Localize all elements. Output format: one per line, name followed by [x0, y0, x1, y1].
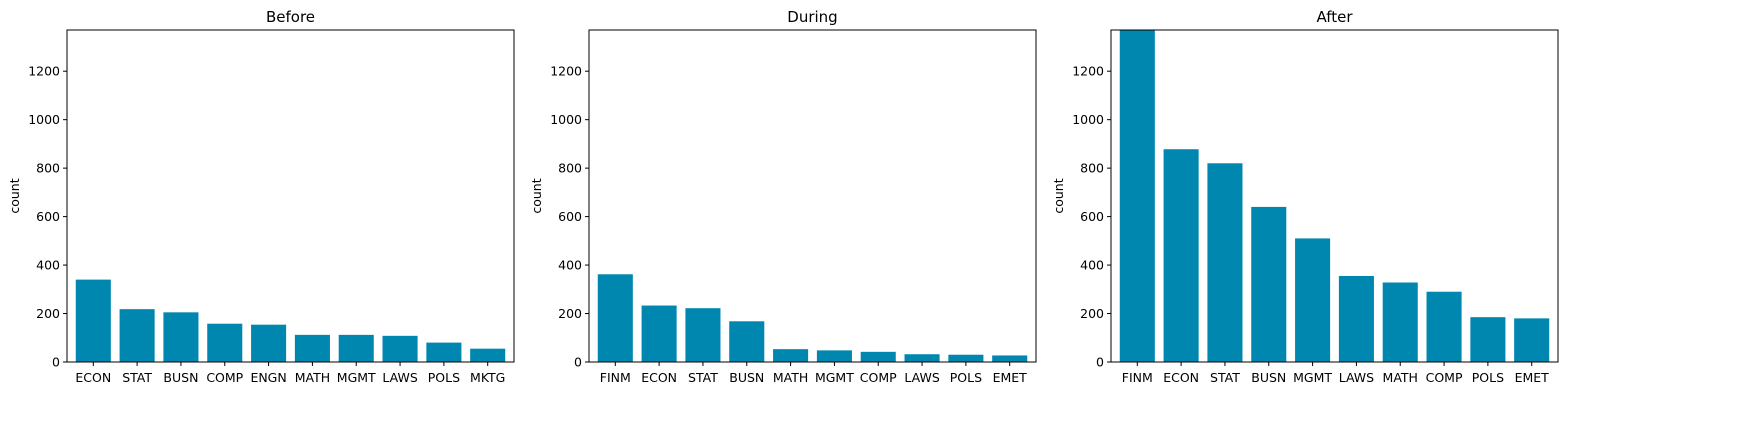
bar [1426, 291, 1462, 362]
x-tick-label: MKTG [470, 370, 505, 385]
y-tick-label: 1200 [28, 64, 60, 79]
y-tick-label: 1200 [1072, 64, 1104, 79]
y-tick-label: 0 [1096, 355, 1104, 370]
bar [426, 342, 462, 362]
y-axis-label: count [7, 178, 22, 213]
chart-title: Before [266, 8, 315, 26]
bar [685, 308, 721, 362]
x-tick-label: POLS [428, 370, 460, 385]
chart-panel: FINM ECON STAT BUSN MGMT LAWS MATH COMP POLS EMET… [1051, 8, 1559, 385]
bar [773, 349, 809, 362]
bar [1295, 238, 1331, 362]
x-tick-label: LAWS [904, 370, 939, 385]
bar [1382, 282, 1418, 362]
bar [641, 305, 677, 362]
y-tick-label: 0 [574, 355, 582, 370]
y-tick-label: 600 [1080, 209, 1104, 224]
x-tick-label: COMP [860, 370, 897, 385]
bar [75, 279, 111, 362]
chart-panel: ECON STAT BUSN COMP ENGN MATH MGMT LAWS POLS MKTG… [7, 8, 515, 385]
x-tick-label: EMET [993, 370, 1028, 385]
x-tick-label: BUSN [1251, 370, 1286, 385]
bar [251, 324, 287, 362]
x-tick-label: COMP [206, 370, 243, 385]
y-tick-label: 200 [558, 306, 582, 321]
bar [163, 312, 199, 362]
x-tick-label: STAT [688, 370, 718, 385]
x-tick-label: MGMT [1293, 370, 1332, 385]
y-tick-label: 400 [1080, 258, 1104, 273]
x-tick-label: STAT [122, 370, 152, 385]
chart-panel: FINM ECON STAT BUSN MATH MGMT COMP LAWS POLS EMET… [529, 8, 1037, 385]
y-tick-label: 400 [558, 258, 582, 273]
chart-title: During [787, 8, 837, 26]
y-tick-label: 800 [36, 161, 60, 176]
y-tick-label: 200 [36, 306, 60, 321]
y-tick-label: 800 [1080, 161, 1104, 176]
bar [1119, 30, 1155, 362]
x-tick-label: BUSN [163, 370, 198, 385]
x-tick-label: MGMT [337, 370, 376, 385]
bar [338, 334, 374, 362]
bar [207, 323, 243, 362]
bar [904, 354, 940, 362]
bar [294, 334, 330, 362]
bar [1470, 317, 1506, 362]
y-tick-label: 200 [1080, 306, 1104, 321]
y-axis-label: count [1051, 178, 1066, 213]
x-tick-label: FINM [1122, 370, 1153, 385]
x-tick-label: EMET [1515, 370, 1550, 385]
x-tick-label: STAT [1210, 370, 1240, 385]
bar [1514, 318, 1550, 362]
y-tick-label: 600 [36, 209, 60, 224]
bar [1163, 149, 1199, 362]
x-tick-label: ECON [1163, 370, 1199, 385]
bar [992, 355, 1028, 362]
x-tick-label: ENGN [250, 370, 286, 385]
bar [470, 348, 506, 362]
plot-frame [1110, 29, 1559, 363]
x-tick-label: POLS [1472, 370, 1504, 385]
bar [597, 274, 633, 362]
y-tick-label: 1000 [28, 112, 60, 127]
y-tick-label: 1000 [550, 112, 582, 127]
y-tick-label: 600 [558, 209, 582, 224]
x-tick-label: LAWS [382, 370, 417, 385]
x-tick-label: LAWS [1339, 370, 1374, 385]
bar [119, 309, 155, 362]
x-tick-label: COMP [1426, 370, 1463, 385]
x-tick-label: FINM [600, 370, 631, 385]
bar [816, 350, 852, 362]
y-tick-label: 1200 [550, 64, 582, 79]
bar [860, 351, 896, 362]
y-tick-label: 400 [36, 258, 60, 273]
bar [948, 354, 984, 362]
bar [1251, 206, 1287, 362]
y-tick-label: 1000 [1072, 112, 1104, 127]
bar [1338, 275, 1374, 362]
plot-frame [66, 29, 515, 363]
x-tick-label: ECON [75, 370, 111, 385]
y-tick-label: 800 [558, 161, 582, 176]
bar [729, 321, 765, 362]
chart-title: After [1316, 8, 1353, 26]
y-tick-label: 0 [52, 355, 60, 370]
x-tick-label: MATH [773, 370, 808, 385]
x-tick-label: BUSN [729, 370, 764, 385]
x-tick-label: MGMT [815, 370, 854, 385]
bar [1207, 163, 1243, 362]
y-axis-label: count [529, 178, 544, 213]
plot-frame [588, 29, 1037, 363]
x-tick-label: ECON [641, 370, 677, 385]
x-tick-label: MATH [1383, 370, 1418, 385]
x-tick-label: POLS [950, 370, 982, 385]
x-tick-label: MATH [295, 370, 330, 385]
bar [382, 335, 418, 362]
